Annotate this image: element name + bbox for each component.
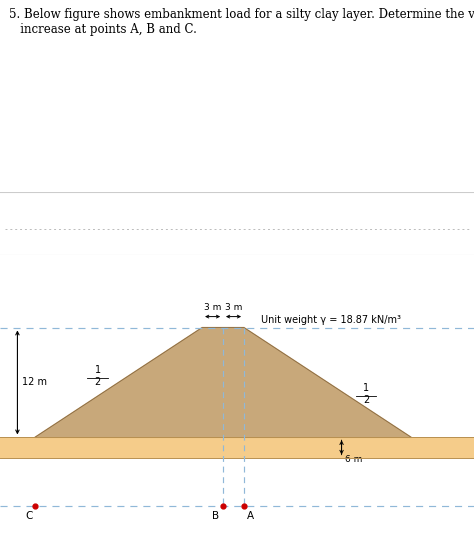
Text: 3 m: 3 m [204,302,221,312]
Text: C: C [26,512,33,522]
Text: 1: 1 [363,383,369,394]
Text: 1: 1 [94,365,100,375]
Polygon shape [35,328,411,438]
Text: B: B [212,512,219,522]
Text: 5. Below figure shows embankment load for a silty clay layer. Determine the vert: 5. Below figure shows embankment load fo… [9,8,474,21]
Text: 2: 2 [94,377,100,387]
Text: 6 m: 6 m [345,455,363,464]
Text: Unit weight γ = 18.87 kN/m³: Unit weight γ = 18.87 kN/m³ [261,315,401,325]
Text: 3 m: 3 m [225,302,242,312]
Text: 12 m: 12 m [22,378,47,388]
Bar [0,438,474,457]
Text: 2: 2 [363,395,369,405]
Text: A: A [247,512,254,522]
Text: increase at points A, B and C.: increase at points A, B and C. [9,23,197,36]
